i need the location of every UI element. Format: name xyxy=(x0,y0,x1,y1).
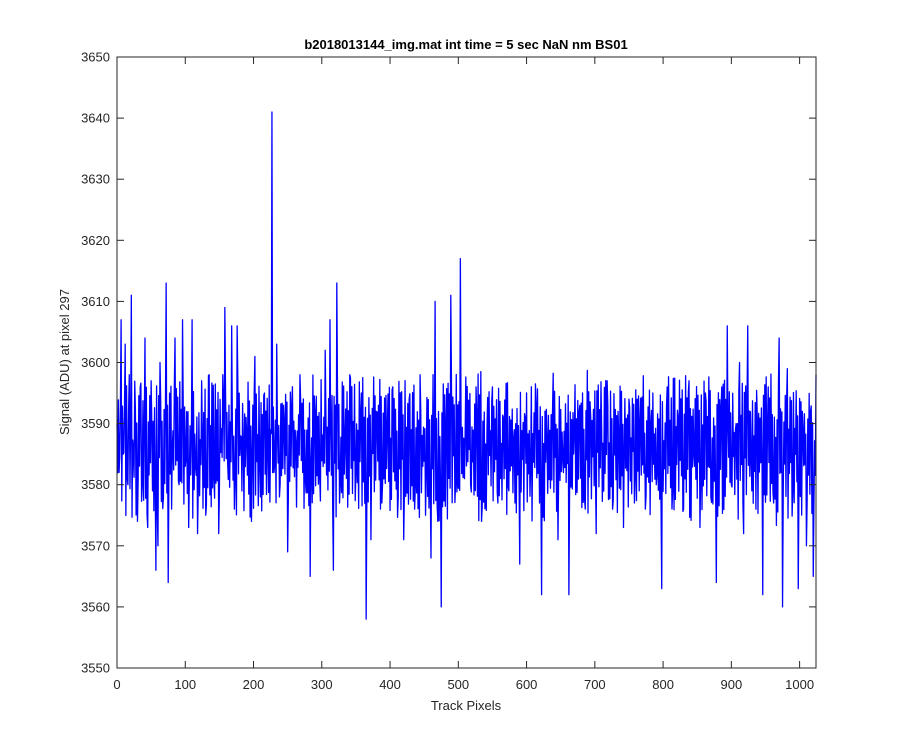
y-tick-label: 3630 xyxy=(81,172,110,187)
x-tick-label: 800 xyxy=(652,677,674,692)
x-axis-label: Track Pixels xyxy=(431,698,502,713)
y-tick-label: 3650 xyxy=(81,50,110,65)
x-tick-label: 700 xyxy=(584,677,606,692)
y-tick-label: 3560 xyxy=(81,599,110,614)
axes-box xyxy=(116,56,817,669)
chart-title: b2018013144_img.mat int time = 5 sec NaN… xyxy=(304,37,627,52)
series-line xyxy=(116,111,817,620)
y-tick-label: 3590 xyxy=(81,416,110,431)
y-tick-label: 3550 xyxy=(81,661,110,676)
x-tick-label: 600 xyxy=(516,677,538,692)
y-tick-label: 3600 xyxy=(81,355,110,370)
x-tick-label: 1000 xyxy=(785,677,814,692)
y-tick-label: 3580 xyxy=(81,477,110,492)
series-layer xyxy=(116,111,817,620)
y-tick-label: 3610 xyxy=(81,294,110,309)
x-tick-label: 400 xyxy=(379,677,401,692)
y-tick-label: 3620 xyxy=(81,233,110,248)
plot-area xyxy=(117,57,816,668)
x-tick-label: 300 xyxy=(311,677,333,692)
y-axis-label: Signal (ADU) at pixel 297 xyxy=(57,289,72,435)
x-tick-label: 900 xyxy=(721,677,743,692)
x-tick-label: 500 xyxy=(447,677,469,692)
x-tick-label: 100 xyxy=(174,677,196,692)
x-tick-label: 200 xyxy=(243,677,265,692)
x-tick-label: 0 xyxy=(113,677,120,692)
y-tick-label: 3570 xyxy=(81,538,110,553)
ticks-layer: 0 100 200 300 400 500 600 700 800 900 1000 3550 3560… xyxy=(81,50,816,692)
y-tick-label: 3640 xyxy=(81,111,110,126)
